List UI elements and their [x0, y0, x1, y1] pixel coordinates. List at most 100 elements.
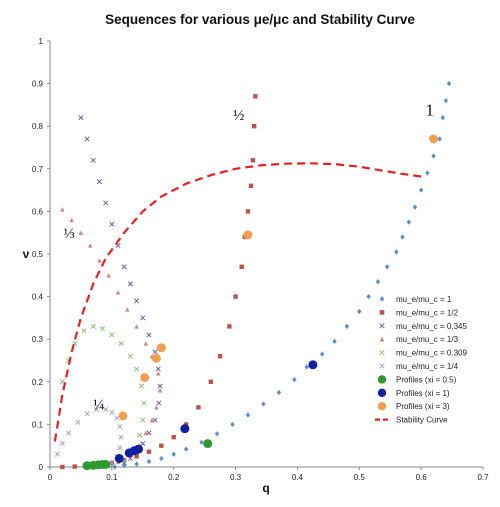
data-point: [157, 383, 163, 389]
data-point: [151, 353, 161, 363]
data-point: [230, 421, 235, 428]
data-point: [117, 423, 123, 430]
data-point: [109, 409, 115, 416]
curve-label: 1: [425, 101, 434, 120]
data-point: [140, 373, 150, 383]
data-point: [146, 449, 152, 454]
data-point: [443, 97, 449, 104]
legend-label: Profiles (xi = 0.5): [396, 375, 457, 384]
data-point: [366, 293, 371, 300]
data-point: [239, 264, 244, 269]
data-point: [103, 200, 109, 206]
data-point: [384, 264, 390, 270]
data-point: [156, 400, 162, 406]
y-tick-label: 0.1: [32, 420, 44, 429]
data-point: [81, 328, 87, 334]
data-point: [84, 136, 90, 142]
y-tick-label: 0.7: [32, 165, 44, 174]
legend-label: Profiles (xi = 1): [396, 389, 450, 398]
data-point: [59, 441, 65, 447]
legend-key: [377, 388, 387, 397]
data-point: [146, 458, 152, 465]
data-point: [357, 308, 362, 315]
data-point: [217, 354, 223, 359]
data-point: [115, 290, 121, 295]
data-point: [127, 281, 133, 287]
data-point: [143, 341, 149, 346]
data-point: [159, 455, 164, 462]
x-tick-label: 0.5: [354, 473, 366, 482]
data-point: [69, 217, 74, 223]
data-point: [106, 273, 111, 278]
y-tick-label: 0.8: [32, 122, 44, 131]
data-point: [133, 444, 143, 454]
data-point: [171, 451, 176, 457]
legend-label: mu_e/mu_c = 1/4: [396, 362, 459, 371]
data-point: [101, 459, 111, 469]
legend-key: [379, 323, 385, 329]
data-point: [250, 158, 256, 163]
data-point: [157, 388, 163, 393]
data-point: [78, 230, 84, 235]
data-point: [127, 353, 133, 359]
data-point: [245, 412, 251, 418]
data-point: [394, 249, 399, 255]
data-point: [96, 179, 103, 185]
data-point: [118, 434, 124, 440]
chart-title: Sequences for various μe/μc and Stabilit…: [105, 12, 415, 27]
data-point: [137, 432, 143, 438]
data-point: [196, 405, 201, 410]
series-7: [114, 360, 318, 463]
data-point: [118, 340, 124, 347]
data-point: [134, 461, 139, 467]
data-point: [140, 315, 146, 321]
data-point: [103, 406, 109, 413]
legend-key: [379, 363, 385, 369]
stability-curve-line: [53, 162, 422, 442]
data-point: [304, 364, 309, 370]
data-point: [437, 136, 442, 142]
data-point: [431, 153, 436, 159]
data-point: [375, 278, 381, 285]
data-point: [248, 183, 254, 189]
data-point: [97, 258, 102, 263]
data-point: [143, 430, 149, 436]
data-point: [418, 187, 424, 193]
y-tick-label: 0.3: [32, 335, 44, 344]
data-point: [412, 204, 418, 210]
data-point: [156, 343, 166, 353]
legend-label: mu_e/mu_c = 0.309: [396, 349, 467, 358]
data-point: [54, 451, 60, 457]
legend: mu_e/mu_c = 1 mu_e/mu_c = 1/2 mu_e/mu_c = …: [375, 295, 467, 425]
legend-label: mu_e/mu_c = 1/3: [396, 335, 459, 344]
data-point: [114, 415, 120, 421]
x-tick-label: 0.1: [106, 473, 118, 482]
x-tick-label: 0.6: [416, 473, 428, 482]
data-point: [400, 234, 405, 240]
legend-key: [379, 349, 385, 356]
data-point: [146, 332, 152, 338]
data-point: [227, 324, 232, 329]
y-tick-label: 0.5: [32, 250, 44, 259]
data-point: [149, 417, 155, 423]
data-point: [276, 389, 282, 396]
data-point: [114, 453, 124, 463]
data-point: [245, 209, 251, 214]
series-3: [60, 207, 163, 468]
data-point: [121, 264, 127, 270]
data-point: [90, 157, 96, 163]
data-point: [75, 419, 81, 425]
data-point: [140, 417, 146, 423]
x-tick-label: 0.2: [168, 473, 180, 482]
data-point: [134, 298, 140, 304]
data-point: [214, 431, 220, 437]
series-layer: [53, 80, 452, 471]
data-point: [183, 446, 189, 452]
x-tick-label: 0.3: [230, 473, 242, 482]
x-tick-label: 0.7: [477, 473, 489, 482]
data-point: [93, 406, 99, 413]
data-point: [425, 170, 430, 176]
curve-label: ¼: [93, 397, 104, 413]
